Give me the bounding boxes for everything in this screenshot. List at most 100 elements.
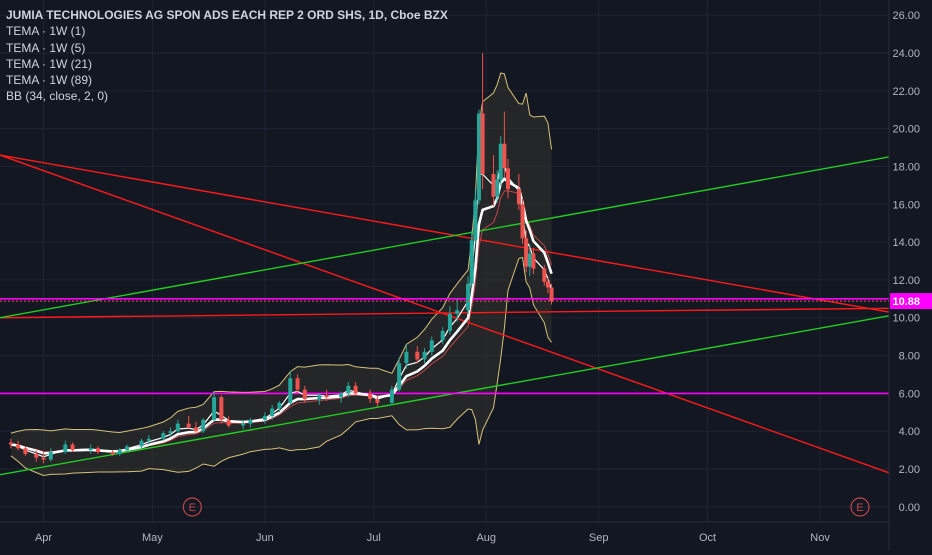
candle-up (277, 400, 282, 413)
candle-down (219, 395, 224, 424)
candle-down (34, 450, 39, 462)
candle-body (480, 113, 485, 174)
candle-body (175, 423, 180, 432)
y-tick-label: 8.00 (899, 351, 920, 363)
candle-body (440, 330, 445, 341)
candle-body (88, 448, 93, 451)
y-tick-label: 24.00 (892, 48, 920, 60)
candle-up (125, 444, 129, 453)
candle-down (520, 198, 525, 244)
candle-body (353, 385, 358, 394)
y-tick-label: 6.00 (899, 388, 920, 400)
candle-up (88, 444, 93, 454)
green-trendline (0, 315, 890, 476)
candle-body (16, 444, 21, 449)
earnings-circle (182, 497, 202, 517)
trendlines[interactable] (0, 154, 890, 476)
candle-down (531, 247, 536, 275)
candle-body (495, 179, 500, 197)
candle-up (466, 276, 471, 314)
legend-tema-5[interactable]: TEMA · 1W (5) (6, 40, 86, 55)
y-tick-label: 2.00 (899, 464, 920, 476)
candle-body (447, 313, 452, 331)
candle-body (70, 444, 75, 451)
legend-tema-21[interactable]: TEMA · 1W (21) (6, 56, 93, 71)
candle-body (270, 408, 275, 417)
candle-body (531, 253, 536, 269)
candle-body (491, 174, 496, 197)
candle-up (175, 419, 180, 434)
chart-legend: JUMIA TECHNOLOGIES AG SPON ADS EACH REP … (6, 7, 448, 105)
earnings-marker[interactable]: E (850, 497, 870, 517)
candle-down (70, 442, 75, 453)
candle-body (542, 268, 547, 282)
candle-body (404, 351, 409, 364)
earnings-marker[interactable]: E (182, 497, 202, 517)
candle-body (295, 378, 300, 390)
candle-up (317, 393, 322, 405)
candle-body (502, 143, 507, 169)
legend-tema-1[interactable]: TEMA · 1W (1) (6, 24, 86, 39)
candle-body (161, 433, 166, 439)
candle-up (48, 448, 53, 462)
candle-up (397, 357, 402, 392)
candle-up (117, 448, 122, 456)
bb-lower-band (10, 256, 552, 477)
candle-body (262, 416, 267, 420)
candle-up (469, 230, 474, 288)
candle-up (288, 370, 293, 405)
candle-body (339, 393, 344, 398)
candle-down (41, 452, 46, 464)
candle-body (226, 419, 231, 426)
candle-down (226, 416, 231, 428)
candle-body (473, 200, 478, 241)
candle-down (186, 416, 191, 430)
x-tick-label: Jul (367, 532, 381, 544)
candle-down (545, 278, 550, 294)
y-tick-label: 14.00 (892, 237, 920, 249)
candle-down (368, 389, 373, 403)
candle-body (455, 310, 460, 314)
candle-body (95, 448, 100, 453)
candle-body (524, 238, 529, 267)
candle-down (8, 438, 13, 449)
candle-down (193, 421, 198, 434)
candle-up (473, 189, 478, 244)
candle-body (317, 395, 322, 400)
candle-body (476, 113, 481, 201)
x-tick-label: May (142, 532, 163, 544)
candle-body (186, 423, 191, 428)
y-tick-label: 18.00 (892, 161, 920, 173)
candle-body (498, 143, 503, 180)
candle-body (63, 444, 68, 453)
candle-up (212, 391, 217, 422)
candle-down (516, 174, 521, 210)
candle-down (506, 158, 510, 199)
candle-body (41, 457, 46, 460)
candle-body (429, 340, 434, 352)
candle-body (168, 431, 173, 434)
candle-up (270, 404, 275, 420)
candle-up (422, 348, 427, 364)
candle-up (339, 391, 344, 403)
candle-up (241, 419, 246, 430)
y-tick-label: 12.00 (892, 275, 920, 287)
legend-bollinger-bands[interactable]: BB (34, close, 2, 0) (6, 89, 109, 104)
candle-body (466, 283, 471, 311)
x-tick-label: Oct (699, 532, 716, 544)
candle-body (302, 389, 307, 400)
candle-down (549, 283, 554, 305)
price-label: 10.88 (892, 296, 920, 308)
candle-body (368, 393, 373, 400)
candle-up (139, 438, 144, 449)
candle-body (324, 395, 329, 398)
candle-body (520, 204, 525, 239)
legend-tema-89[interactable]: TEMA · 1W (89) (6, 73, 93, 88)
earnings-label: E (189, 502, 196, 514)
candle-up (440, 327, 445, 345)
candle-up (346, 382, 351, 398)
